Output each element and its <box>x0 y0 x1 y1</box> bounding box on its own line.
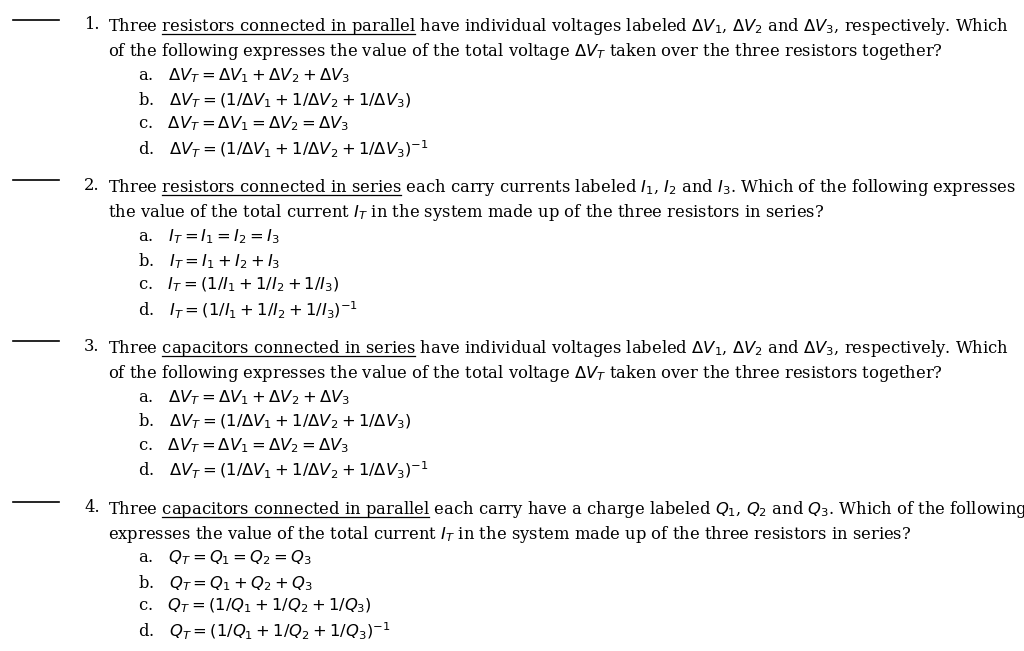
Text: a.   $\Delta V_T = \Delta V_1 + \Delta V_2 + \Delta V_3$: a. $\Delta V_T = \Delta V_1 + \Delta V_2… <box>138 388 350 407</box>
Text: of the following expresses the value of the total voltage $\Delta V_T$ taken ove: of the following expresses the value of … <box>108 363 942 384</box>
Text: d.   $\Delta V_T = (1/\Delta V_1 + 1/\Delta V_2 + 1/\Delta V_3)^{-1}$: d. $\Delta V_T = (1/\Delta V_1 + 1/\Delt… <box>138 139 429 159</box>
Text: d.   $Q_T = (1/ Q_1 + 1/ Q_2 + 1/ Q_3)^{-1}$: d. $Q_T = (1/ Q_1 + 1/ Q_2 + 1/ Q_3)^{-1… <box>138 621 390 642</box>
Text: a.   $I_T = I_1 = I_2 = I_3$: a. $I_T = I_1 = I_2 = I_3$ <box>138 227 280 246</box>
Text: b.   $I_T = I_1 + I_2 + I_3$: b. $I_T = I_1 + I_2 + I_3$ <box>138 251 281 271</box>
Text: expresses the value of the total current $I_T$ in the system made up of the thre: expresses the value of the total current… <box>108 524 911 545</box>
Text: a.   $\Delta V_T = \Delta V_1 + \Delta V_2 + \Delta V_3$: a. $\Delta V_T = \Delta V_1 + \Delta V_2… <box>138 66 350 85</box>
Text: of the following expresses the value of the total voltage $\Delta V_T$ taken ove: of the following expresses the value of … <box>108 41 942 62</box>
Text: b.   $\Delta V_T = (1/\Delta V_1 + 1/\Delta V_2 + 1/\Delta V_3)$: b. $\Delta V_T = (1/\Delta V_1 + 1/\Delt… <box>138 412 412 432</box>
Text: 1.: 1. <box>84 16 99 33</box>
Text: Three resistors connected in series each carry currents labeled $I_1$, $I_2$ and: Three resistors connected in series each… <box>108 177 1016 198</box>
Text: 3.: 3. <box>84 338 99 355</box>
Text: Three resistors connected in parallel have individual voltages labeled $\Delta V: Three resistors connected in parallel ha… <box>108 16 1009 37</box>
Text: d.   $I_T = (1/I_1 + 1/I_2 + 1/I_3)^{-1}$: d. $I_T = (1/I_1 + 1/I_2 + 1/I_3)^{-1}$ <box>138 299 358 320</box>
Text: the value of the total current $I_T$ in the system made up of the three resistor: the value of the total current $I_T$ in … <box>108 202 824 223</box>
Text: Three capacitors connected in series have individual voltages labeled $\Delta V_: Three capacitors connected in series hav… <box>108 338 1009 359</box>
Text: 2.: 2. <box>84 177 99 194</box>
Text: c.   $Q_T = (1/Q_1 + 1/ Q_2 + 1/ Q_3)$: c. $Q_T = (1/Q_1 + 1/ Q_2 + 1/ Q_3)$ <box>138 597 372 615</box>
Text: d.   $\Delta V_T = (1/\Delta V_1 + 1/\Delta V_2 + 1/\Delta V_3)^{-1}$: d. $\Delta V_T = (1/\Delta V_1 + 1/\Delt… <box>138 460 429 481</box>
Text: Three capacitors connected in parallel each carry have a charge labeled $Q_1$, $: Three capacitors connected in parallel e… <box>108 499 1024 519</box>
Text: c.   $I_T = (1/I_1 + 1/I_2 + 1/I_3)$: c. $I_T = (1/I_1 + 1/I_2 + 1/I_3)$ <box>138 275 340 294</box>
Text: 4.: 4. <box>84 499 99 516</box>
Text: a.   $Q_T = Q_1 = Q_2 = Q_3$: a. $Q_T = Q_1 = Q_2 = Q_3$ <box>138 549 312 568</box>
Text: c.   $\Delta V_T = \Delta V_1 = \Delta V_2 = \Delta V_3$: c. $\Delta V_T = \Delta V_1 = \Delta V_2… <box>138 436 349 455</box>
Text: b.   $Q_T = Q_1 + Q_2 + Q_3$: b. $Q_T = Q_1 + Q_2 + Q_3$ <box>138 573 312 592</box>
Text: c.   $\Delta V_T = \Delta V_1 = \Delta V_2 = \Delta V_3$: c. $\Delta V_T = \Delta V_1 = \Delta V_2… <box>138 115 349 133</box>
Text: b.   $\Delta V_T = (1/\Delta V_1 + 1/\Delta V_2 + 1/\Delta V_3)$: b. $\Delta V_T = (1/\Delta V_1 + 1/\Delt… <box>138 90 412 110</box>
